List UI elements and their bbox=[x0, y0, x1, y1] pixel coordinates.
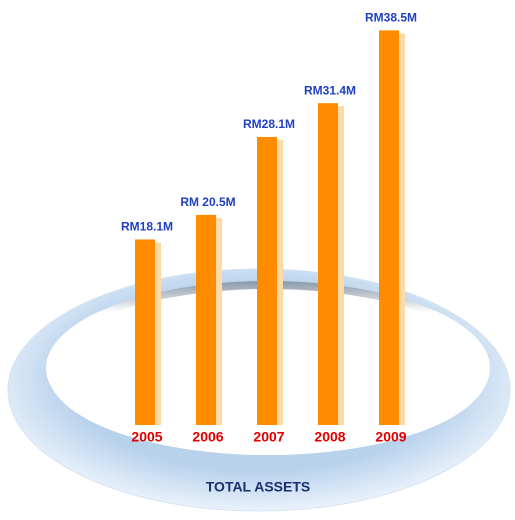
x-tick-label: 2008 bbox=[314, 429, 345, 445]
value-label: RM28.1M bbox=[243, 117, 295, 131]
x-tick-label: 2005 bbox=[131, 429, 162, 445]
bar bbox=[379, 30, 399, 425]
bars: RM18.1M 2005 RM 20.5M 2006 RM28.1M 2007 RM31.4… bbox=[121, 11, 417, 445]
value-label: RM38.5M bbox=[365, 11, 417, 25]
x-tick-label: 2006 bbox=[192, 429, 223, 445]
bar-shadow bbox=[216, 217, 222, 425]
value-label: RM31.4M bbox=[304, 83, 356, 97]
chart-title: TOTAL ASSETS bbox=[206, 479, 311, 495]
bar bbox=[135, 239, 155, 425]
bar-shadow bbox=[399, 33, 405, 425]
bar-shadow bbox=[155, 242, 161, 425]
value-label: RM 20.5M bbox=[180, 195, 235, 209]
bar bbox=[257, 136, 277, 425]
bar bbox=[196, 214, 216, 425]
bar-shadow bbox=[277, 139, 283, 425]
value-label: RM18.1M bbox=[121, 220, 173, 234]
x-tick-label: 2009 bbox=[375, 429, 406, 445]
x-tick-label: 2007 bbox=[253, 429, 284, 445]
bar bbox=[318, 103, 338, 426]
bar-shadow bbox=[338, 106, 344, 426]
